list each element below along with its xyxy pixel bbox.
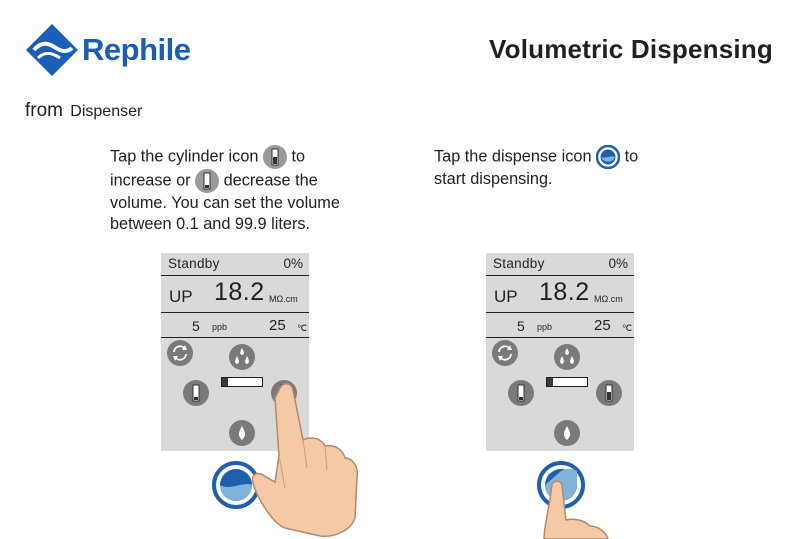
instruction-text: start dispensing. xyxy=(434,170,553,188)
volume-progress-bar xyxy=(221,377,263,387)
device-screen-left: Standby 0% UP 18.2 MΩ.cm 5 ppb 25 ℃ xyxy=(161,253,309,451)
toc-value: 5 xyxy=(517,318,525,334)
instruction-text: Tap the cylinder icon xyxy=(110,147,259,166)
temperature-unit: ℃ xyxy=(297,323,308,333)
cylinder-decrease-icon[interactable] xyxy=(183,380,209,406)
pointing-hand-right-illustration xyxy=(543,480,609,539)
percent-text: 0% xyxy=(608,256,628,271)
instruction-left: Tap the cylinder icon to increase or dec… xyxy=(110,145,370,235)
drop-icon[interactable] xyxy=(229,420,255,446)
instruction-text: volume. You can set the volume xyxy=(110,194,340,212)
dispense-icon xyxy=(596,145,621,169)
rephile-diamond-icon xyxy=(26,24,78,76)
instruction-text: to xyxy=(291,147,306,166)
toc-unit: ppb xyxy=(212,322,228,332)
instruction-text: Tap the dispense icon xyxy=(434,147,592,166)
instruction-text: to xyxy=(624,147,639,166)
resistivity-row: UP 18.2 MΩ.cm xyxy=(486,276,634,313)
cylinder-increase-icon xyxy=(262,145,287,169)
instruction-right: Tap the dispense icon to start dispensin… xyxy=(434,145,694,190)
resistivity-unit: MΩ.cm xyxy=(269,294,298,304)
mode-label: UP xyxy=(169,287,193,306)
instruction-text: decrease the xyxy=(223,171,318,190)
brand-name: Rephile xyxy=(82,32,191,67)
from-line: from Dispenser xyxy=(25,100,142,122)
device-screen-right: Standby 0% UP 18.2 MΩ.cm 5 ppb 25 ℃ xyxy=(486,253,634,451)
rephile-logo: Rephile xyxy=(24,22,191,78)
status-row: Standby 0% xyxy=(486,253,634,276)
double-drop-icon[interactable] xyxy=(229,344,255,370)
resistivity-unit: MΩ.cm xyxy=(594,294,623,304)
temperature-value: 25 xyxy=(269,317,286,334)
volume-progress-fill xyxy=(222,378,228,386)
refresh-icon[interactable] xyxy=(492,340,518,366)
resistivity-value: 18.2 xyxy=(539,278,590,306)
refresh-icon[interactable] xyxy=(167,340,193,366)
status-text: Standby xyxy=(168,256,220,271)
resistivity-row: UP 18.2 MΩ.cm xyxy=(161,276,309,313)
toc-temp-row: 5 ppb 25 ℃ xyxy=(486,313,634,338)
mode-label: UP xyxy=(494,287,518,306)
status-row: Standby 0% xyxy=(161,253,309,276)
cylinder-decrease-icon[interactable] xyxy=(508,380,534,406)
pointing-hand-left-illustration xyxy=(251,383,359,538)
percent-text: 0% xyxy=(283,256,303,271)
temperature-unit: ℃ xyxy=(622,323,633,333)
toc-value: 5 xyxy=(192,318,200,334)
from-source: Dispenser xyxy=(70,103,143,120)
cylinder-increase-icon[interactable] xyxy=(596,380,622,406)
toc-temp-row: 5 ppb 25 ℃ xyxy=(161,313,309,338)
cylinder-decrease-icon xyxy=(195,169,220,193)
toc-unit: ppb xyxy=(537,322,553,332)
status-text: Standby xyxy=(493,256,545,271)
instruction-text: between 0.1 and 99.9 liters. xyxy=(110,215,311,233)
volume-progress-fill xyxy=(547,378,553,386)
dispense-button-left[interactable] xyxy=(212,461,260,509)
volume-progress-bar xyxy=(546,377,588,387)
instruction-text: increase or xyxy=(110,171,191,190)
double-drop-icon[interactable] xyxy=(554,344,580,370)
resistivity-value: 18.2 xyxy=(214,278,265,306)
page-title: Volumetric Dispensing xyxy=(489,34,773,64)
from-label: from xyxy=(25,100,63,121)
drop-icon[interactable] xyxy=(554,420,580,446)
temperature-value: 25 xyxy=(594,317,611,334)
